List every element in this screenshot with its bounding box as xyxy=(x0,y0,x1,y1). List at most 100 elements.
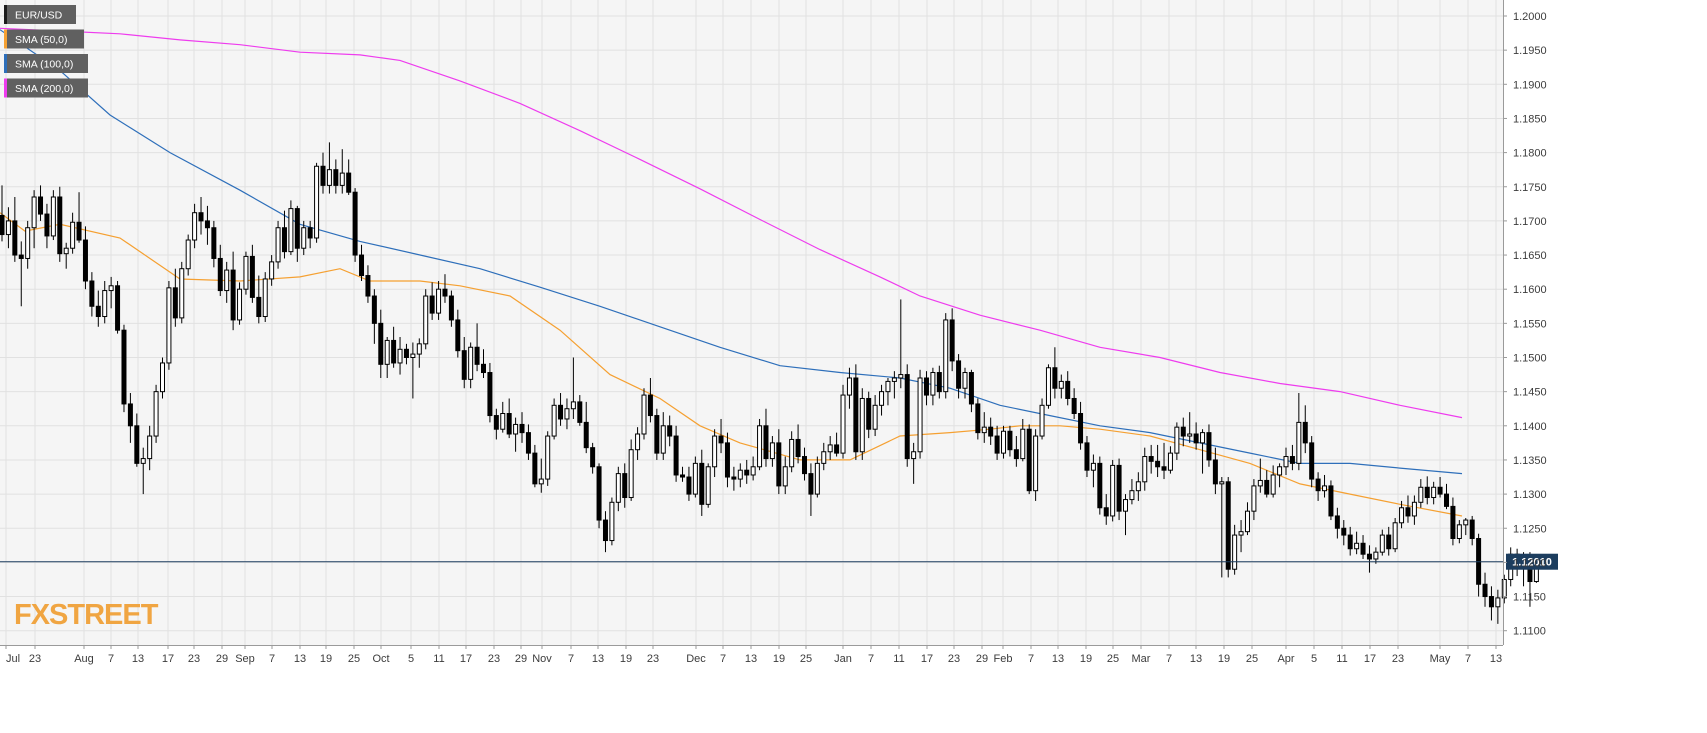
legend-item-bg xyxy=(4,78,88,98)
candle xyxy=(237,282,243,325)
candle xyxy=(1084,436,1090,478)
candle xyxy=(468,342,474,389)
candle-body-up xyxy=(609,501,615,542)
candle xyxy=(1123,494,1128,536)
candle xyxy=(802,447,807,481)
time-tick-label: Jan xyxy=(834,653,852,665)
candle xyxy=(1392,518,1398,553)
candle-body-up xyxy=(564,408,570,420)
candle xyxy=(879,384,885,416)
candle-body-down xyxy=(134,425,140,464)
time-tick-label: 7 xyxy=(108,653,114,665)
candle xyxy=(50,190,56,241)
candle xyxy=(718,418,724,454)
candle-body-down xyxy=(1212,459,1218,485)
candle-body-down xyxy=(127,403,133,427)
time-tick-label: Apr xyxy=(1277,653,1294,665)
time-tick-label: 7 xyxy=(1028,653,1034,665)
time-tick-label: 19 xyxy=(1218,653,1230,665)
candle-body-down xyxy=(956,360,962,389)
candle-body-up xyxy=(1244,510,1250,533)
candle-body-down xyxy=(1180,426,1186,437)
candle-body-down xyxy=(1103,507,1109,517)
candle-body-up xyxy=(1257,479,1263,487)
candle-body-up xyxy=(1251,485,1257,512)
candle-body-down xyxy=(744,469,750,476)
candle xyxy=(923,371,929,406)
candle xyxy=(577,395,583,426)
candle xyxy=(384,337,390,378)
candle-body-up xyxy=(513,423,519,435)
candle-body-down xyxy=(1084,442,1090,471)
candle xyxy=(1379,529,1385,556)
candle-body-up xyxy=(1033,435,1039,492)
candle-body-up xyxy=(705,466,711,505)
candle-body-up xyxy=(397,348,403,364)
candle xyxy=(673,425,679,482)
candle xyxy=(224,261,230,303)
time-tick-label: 19 xyxy=(1080,653,1092,665)
candle-body-down xyxy=(763,425,769,460)
candle-body-down xyxy=(1193,433,1199,444)
candle-body-up xyxy=(1373,551,1379,560)
candle xyxy=(1110,459,1116,522)
candle-body-down xyxy=(1052,367,1058,389)
legend-item-bg xyxy=(4,54,88,73)
candle xyxy=(339,149,345,194)
candle-body-up xyxy=(5,220,11,236)
candle xyxy=(737,463,743,488)
candle-body-up xyxy=(628,449,634,499)
candle xyxy=(641,388,647,440)
candle xyxy=(326,142,332,194)
time-tick-label: 23 xyxy=(647,653,659,665)
candle-body-up xyxy=(147,435,153,460)
candle-body-down xyxy=(0,214,5,236)
candle xyxy=(1200,429,1206,474)
candle-body-down xyxy=(403,348,409,358)
candle-body-up xyxy=(140,458,146,464)
candle-body-down xyxy=(776,442,782,487)
candle-body-up xyxy=(31,196,37,229)
candle xyxy=(269,255,275,286)
candle xyxy=(474,323,480,372)
candle xyxy=(352,188,358,262)
candle xyxy=(1347,526,1353,556)
candle xyxy=(692,456,698,498)
candle-body-up xyxy=(1142,456,1148,483)
price-tick-label: 1.2000 xyxy=(1513,11,1547,23)
candle-body-up xyxy=(1090,462,1096,471)
candle-body-down xyxy=(596,466,602,521)
candle-body-down xyxy=(834,444,840,454)
candle-body-down xyxy=(936,372,942,393)
candle xyxy=(57,186,63,262)
candle xyxy=(635,427,641,460)
candle xyxy=(583,401,589,454)
candle xyxy=(763,408,769,467)
candle xyxy=(943,313,949,399)
candle-body-down xyxy=(680,474,686,478)
time-tick-label: 29 xyxy=(515,653,527,665)
price-tick-label: 1.1100 xyxy=(1513,626,1546,638)
candle-body-up xyxy=(641,394,647,435)
candle xyxy=(5,207,11,249)
candle xyxy=(82,226,88,290)
candle xyxy=(680,466,686,482)
time-tick-label: 19 xyxy=(320,653,332,665)
legend-color-swatch xyxy=(4,54,7,73)
time-tick-label: 11 xyxy=(893,653,904,665)
candle-body-up xyxy=(1296,421,1302,464)
candle-body-up xyxy=(326,169,332,186)
candle-body-down xyxy=(1116,464,1122,512)
time-tick-label: 25 xyxy=(348,653,360,665)
candle-body-down xyxy=(95,305,101,318)
candle xyxy=(1225,477,1231,578)
candle xyxy=(647,377,653,423)
candle xyxy=(1482,572,1488,607)
candle-body-down xyxy=(1450,505,1456,539)
candle xyxy=(570,357,576,419)
candle-body-down xyxy=(808,473,814,495)
candle-body-up xyxy=(898,374,904,379)
candle xyxy=(44,203,50,249)
candle-body-down xyxy=(602,519,608,542)
candle xyxy=(1399,500,1405,529)
